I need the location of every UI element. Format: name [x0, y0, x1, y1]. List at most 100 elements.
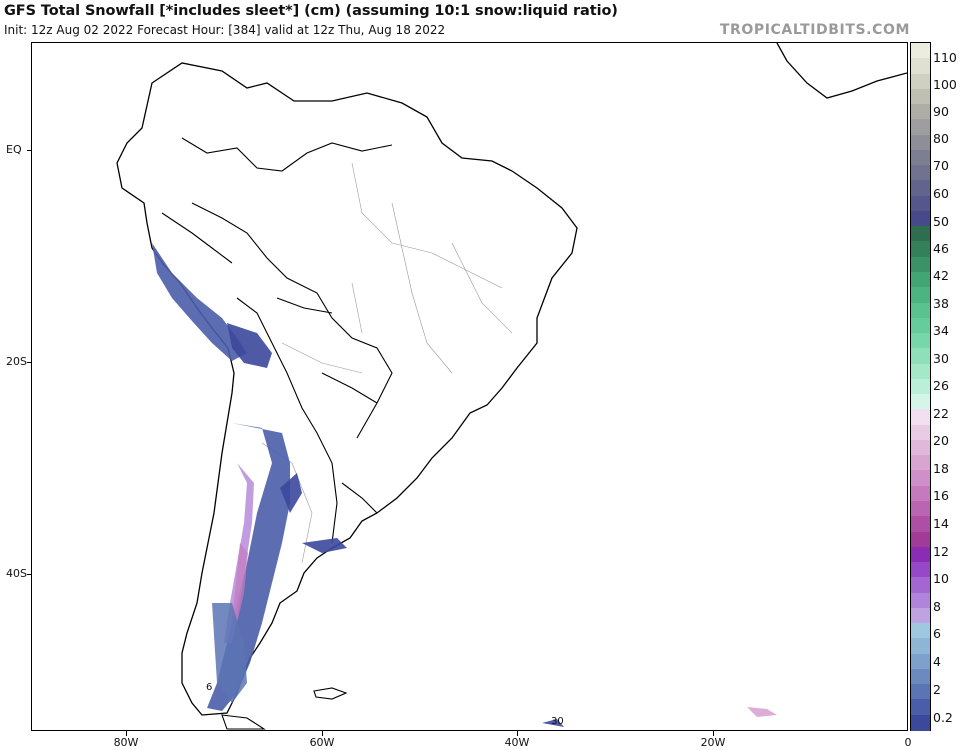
colorbar-segment: [911, 378, 930, 395]
colorbar-label: 90: [933, 104, 949, 119]
colorbar-segment: [911, 424, 930, 441]
map-title: GFS Total Snowfall [*includes sleet*] (c…: [4, 3, 618, 19]
colorbar-segment: [911, 317, 930, 334]
colorbar-segment: [911, 439, 930, 456]
colorbar-label: 16: [933, 488, 949, 503]
colorbar-segment: [911, 149, 930, 166]
lon-tick: [126, 731, 127, 736]
colorbar-segment: [911, 592, 930, 609]
colorbar-segment: [911, 226, 930, 243]
colorbar-segment: [911, 73, 930, 90]
colorbar-label: 0.2: [933, 710, 953, 725]
colorbar-segment: [911, 699, 930, 716]
colorbar-label: 18: [933, 461, 949, 476]
lon-tick: [713, 731, 714, 736]
colorbar-segment: [911, 485, 930, 502]
colorbar-segment: [911, 165, 930, 182]
snowfall-shading: [152, 243, 777, 727]
colorbar-segment: [911, 623, 930, 640]
lon-label-40w: 40W: [504, 736, 530, 749]
lon-label-0: 0: [904, 736, 912, 749]
colorbar-segment: [911, 684, 930, 701]
colorbar-label: 110: [933, 50, 957, 65]
colorbar-segment: [911, 241, 930, 258]
colorbar-label: 6: [933, 626, 941, 641]
contour-label-6: 6: [206, 682, 213, 693]
colorbar-label: 38: [933, 296, 949, 311]
colorbar-segment: [911, 546, 930, 563]
source-brand: TROPICALTIDBITS.COM: [719, 22, 910, 38]
colorbar-segment: [911, 562, 930, 579]
tierra-del-fuego: [221, 714, 266, 730]
colorbar-label: 12: [933, 544, 949, 559]
colorbar-label: 26: [933, 378, 949, 393]
colorbar-segment: [911, 714, 930, 731]
south-america-outline: [116, 62, 578, 716]
colorbar-label: 80: [933, 131, 949, 146]
colorbar-segment: [911, 638, 930, 655]
colorbar-label: 60: [933, 186, 949, 201]
snowfall-map[interactable]: [31, 42, 908, 731]
lon-label-20w: 20W: [700, 736, 726, 749]
colorbar-segment: [911, 470, 930, 487]
contour-label-30: 30: [551, 716, 564, 727]
colorbar-label: 2: [933, 682, 941, 697]
snowfall-colorbar: [910, 42, 931, 731]
colorbar-segment: [911, 394, 930, 411]
colorbar-label: 34: [933, 323, 949, 338]
colorbar-segment: [911, 501, 930, 517]
falkland-islands: [313, 687, 348, 700]
colorbar-segment: [911, 607, 930, 624]
lon-tick: [322, 731, 323, 736]
africa-outline: [776, 43, 907, 99]
colorbar-segment: [911, 88, 930, 105]
lat-tick: [27, 150, 32, 151]
colorbar-label: 22: [933, 406, 949, 421]
country-borders: [161, 137, 393, 544]
colorbar-segment: [911, 134, 930, 151]
colorbar-label: 70: [933, 158, 949, 173]
colorbar-segment: [911, 272, 930, 288]
colorbar-segment: [911, 43, 930, 59]
colorbar-label: 14: [933, 516, 949, 531]
lon-label-80w: 80W: [113, 736, 139, 749]
colorbar-label: 100: [933, 77, 957, 92]
lat-label-40s: 40S: [6, 567, 27, 580]
colorbar-segment: [911, 363, 930, 380]
colorbar-segment: [911, 516, 930, 533]
lat-label-eq: EQ: [6, 143, 22, 156]
colorbar-segment: [911, 210, 930, 227]
colorbar-segment: [911, 287, 930, 304]
colorbar-segment: [911, 256, 930, 273]
forecast-info: Init: 12z Aug 02 2022 Forecast Hour: [38…: [4, 23, 446, 37]
colorbar-segment: [911, 348, 930, 365]
colorbar-segment: [911, 577, 930, 594]
colorbar-segment: [911, 668, 930, 685]
colorbar-segment: [911, 653, 930, 670]
colorbar-segment: [911, 531, 930, 548]
colorbar-segment: [911, 58, 930, 75]
colorbar-segment: [911, 409, 930, 426]
province-borders: [261, 162, 513, 564]
colorbar-segment: [911, 104, 930, 121]
map-canvas: [116, 43, 907, 730]
colorbar-label: 30: [933, 351, 949, 366]
colorbar-label: 50: [933, 214, 949, 229]
colorbar-segment: [911, 302, 930, 319]
colorbar-segment: [911, 333, 930, 350]
lon-tick: [517, 731, 518, 736]
colorbar-segment: [911, 455, 930, 472]
lat-tick: [27, 362, 32, 363]
colorbar-segment: [911, 119, 930, 136]
colorbar-label: 8: [933, 599, 941, 614]
lon-label-60w: 60W: [309, 736, 335, 749]
colorbar-label: 4: [933, 654, 941, 669]
colorbar-segment: [911, 180, 930, 197]
lat-tick: [27, 574, 32, 575]
lat-label-20s: 20S: [6, 355, 27, 368]
colorbar-label: 20: [933, 433, 949, 448]
colorbar-segment: [911, 195, 930, 212]
colorbar-label: 10: [933, 571, 949, 586]
colorbar-label: 46: [933, 241, 949, 256]
colorbar-label: 42: [933, 268, 949, 283]
